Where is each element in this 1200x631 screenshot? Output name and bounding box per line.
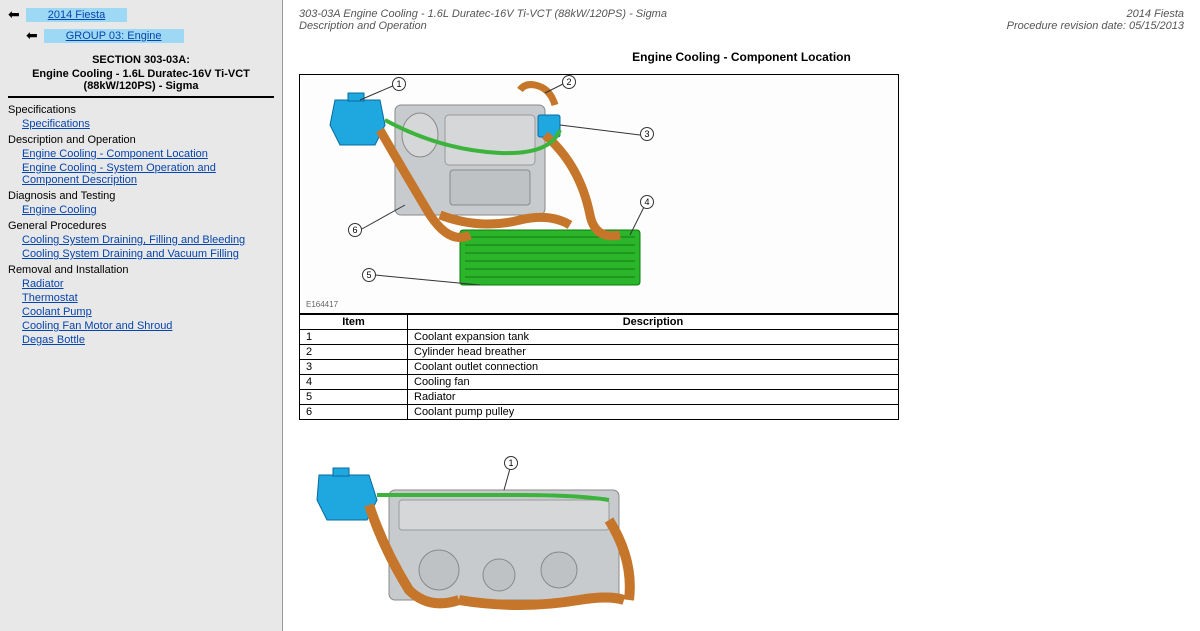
table-row: 3Coolant outlet connection — [300, 360, 899, 375]
toc-category: Description and Operation — [8, 134, 274, 146]
section-code: SECTION 303-03A: — [8, 54, 274, 66]
back-arrow-icon[interactable]: ⬅ — [8, 6, 20, 23]
sidebar: ⬅ 2014 Fiesta ⬅ GROUP 03: Engine SECTION… — [0, 0, 283, 631]
callout-6: 6 — [348, 223, 362, 237]
th-item: Item — [300, 315, 408, 330]
toc-link[interactable]: Specifications — [22, 118, 274, 130]
diagram-id: E164417 — [306, 300, 338, 309]
toc-link[interactable]: Engine Cooling — [22, 204, 274, 216]
callout-3: 3 — [640, 127, 654, 141]
cell-desc: Coolant outlet connection — [408, 360, 899, 375]
cell-desc: Coolant pump pulley — [408, 405, 899, 420]
toc-link[interactable]: Coolant Pump — [22, 306, 274, 318]
cell-desc: Radiator — [408, 390, 899, 405]
callout-2: 2 — [562, 75, 576, 89]
revision-date: Procedure revision date: 05/15/2013 — [1007, 20, 1184, 32]
cell-desc: Cylinder head breather — [408, 345, 899, 360]
nav-row-top: ⬅ 2014 Fiesta — [8, 6, 274, 23]
callout-1b: 1 — [504, 456, 518, 470]
toc-link[interactable]: Degas Bottle — [22, 334, 274, 346]
back-arrow-icon[interactable]: ⬅ — [26, 27, 38, 44]
table-row: 4Cooling fan — [300, 375, 899, 390]
engine-svg-2 — [299, 460, 669, 610]
cell-item: 2 — [300, 345, 408, 360]
toc-category: Specifications — [8, 104, 274, 116]
cell-item: 5 — [300, 390, 408, 405]
toc-link[interactable]: Cooling System Draining, Filling and Ble… — [22, 234, 274, 246]
toc-link[interactable]: Radiator — [22, 278, 274, 290]
section-title: Engine Cooling - 1.6L Duratec-16V Ti-VCT… — [8, 68, 274, 92]
cell-item: 6 — [300, 405, 408, 420]
subheader-row: Description and Operation Procedure revi… — [299, 20, 1184, 32]
table-row: 2Cylinder head breather — [300, 345, 899, 360]
divider — [8, 96, 274, 98]
cell-item: 1 — [300, 330, 408, 345]
table-row: 1Coolant expansion tank — [300, 330, 899, 345]
callout-5: 5 — [362, 268, 376, 282]
component-table: Item Description 1Coolant expansion tank… — [299, 314, 899, 420]
engine-diagram: 1 2 3 4 5 6 E164417 — [299, 74, 899, 314]
toc-link[interactable]: Thermostat — [22, 292, 274, 304]
breadcrumb-text: 303-03A Engine Cooling - 1.6L Duratec-16… — [299, 8, 667, 20]
cell-item: 4 — [300, 375, 408, 390]
engine-svg — [300, 75, 899, 314]
toc-link[interactable]: Engine Cooling - System Operation and Co… — [22, 162, 274, 186]
table-row: 5Radiator — [300, 390, 899, 405]
nav-row-group: ⬅ GROUP 03: Engine — [26, 27, 274, 44]
toc-link[interactable]: Engine Cooling - Component Location — [22, 148, 274, 160]
cell-item: 3 — [300, 360, 408, 375]
toc-category: General Procedures — [8, 220, 274, 232]
page-title: Engine Cooling - Component Location — [299, 50, 1184, 64]
vehicle-label: 2014 Fiesta — [1127, 8, 1184, 20]
doc-type: Description and Operation — [299, 20, 427, 32]
content-pane: 303-03A Engine Cooling - 1.6L Duratec-16… — [283, 0, 1200, 631]
table-header-row: Item Description — [300, 315, 899, 330]
toc-link[interactable]: Cooling Fan Motor and Shroud — [22, 320, 274, 332]
th-desc: Description — [408, 315, 899, 330]
table-row: 6Coolant pump pulley — [300, 405, 899, 420]
cell-desc: Cooling fan — [408, 375, 899, 390]
callout-4: 4 — [640, 195, 654, 209]
toc-category: Removal and Installation — [8, 264, 274, 276]
engine-diagram-2: 1 — [299, 460, 669, 610]
nav-link-vehicle[interactable]: 2014 Fiesta — [26, 8, 127, 22]
toc-link[interactable]: Cooling System Draining and Vacuum Filli… — [22, 248, 274, 260]
breadcrumb-row: 303-03A Engine Cooling - 1.6L Duratec-16… — [299, 8, 1184, 20]
cell-desc: Coolant expansion tank — [408, 330, 899, 345]
nav-link-group[interactable]: GROUP 03: Engine — [44, 29, 184, 43]
callout-1: 1 — [392, 77, 406, 91]
toc-category: Diagnosis and Testing — [8, 190, 274, 202]
